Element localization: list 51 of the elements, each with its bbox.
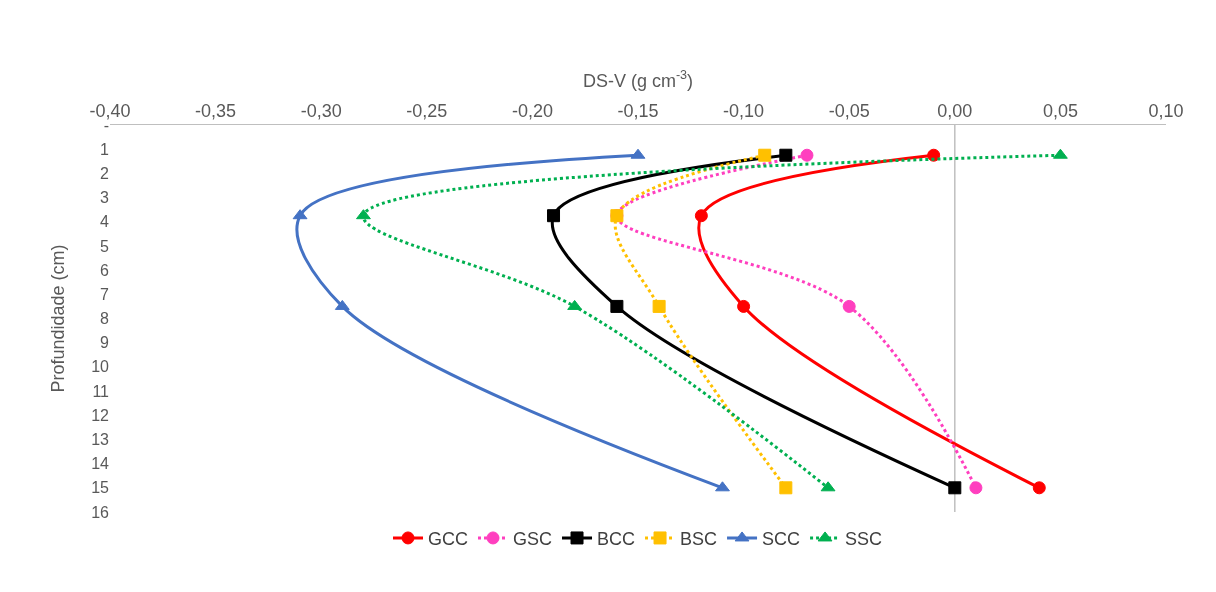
y-tick-label: 1 <box>100 140 110 158</box>
x-tick-label: -0,40 <box>89 100 131 121</box>
point <box>758 148 772 162</box>
x-tick-label: -0,30 <box>300 100 342 121</box>
legend-label: BCC <box>597 528 636 549</box>
point <box>779 148 793 162</box>
y-tick-label: 3 <box>100 189 110 207</box>
y-tick-label: 5 <box>100 237 110 255</box>
y-tick-label: 8 <box>100 310 110 328</box>
y-tick-label: 14 <box>91 455 110 473</box>
point <box>547 209 561 223</box>
legend-label: SCC <box>762 528 801 549</box>
y-tick-label: 16 <box>91 503 110 521</box>
legend-label: GCC <box>428 528 468 549</box>
point <box>652 299 666 313</box>
point <box>842 299 856 313</box>
point <box>948 481 962 495</box>
y-tick-label: 7 <box>100 285 110 303</box>
x-tick-label: 0,00 <box>937 100 973 121</box>
point <box>800 148 814 162</box>
y-tick-label: 15 <box>91 479 110 497</box>
x-tick-label: -0,35 <box>195 100 237 121</box>
legend-label: BSC <box>680 528 718 549</box>
point <box>927 148 941 162</box>
y-tick-label: 12 <box>91 406 110 424</box>
point <box>779 481 793 495</box>
x-tick-label: -0,05 <box>828 100 870 121</box>
point <box>356 209 371 220</box>
x-tick-label: -0,10 <box>723 100 765 121</box>
y-tick-label: 2 <box>100 164 110 182</box>
x-tick-label: -0,15 <box>617 100 659 121</box>
point <box>969 481 983 495</box>
point <box>610 299 624 313</box>
point <box>737 299 751 313</box>
y-tick-label: 11 <box>92 382 110 400</box>
x-tick-label: -0,20 <box>511 100 553 121</box>
y-tick-label: 10 <box>91 358 110 376</box>
legend-label: SSC <box>845 528 883 549</box>
x-tick-label: 0,10 <box>1148 100 1184 121</box>
y-tick-label: 13 <box>91 431 110 449</box>
x-axis-title: DS-V (g cm$^{-3}$) <box>582 68 694 91</box>
y-tick-label: 6 <box>100 261 110 279</box>
legend-label: GSC <box>513 528 553 549</box>
y-axis-title: Profundidade (cm) <box>48 244 68 393</box>
x-tick-label: -0,25 <box>406 100 448 121</box>
point <box>1032 481 1046 495</box>
x-tick-label: 0,05 <box>1042 100 1078 121</box>
point <box>694 209 708 223</box>
y-tick-label: 4 <box>100 213 110 231</box>
point <box>715 481 730 492</box>
y-tick-label: 9 <box>100 334 110 352</box>
